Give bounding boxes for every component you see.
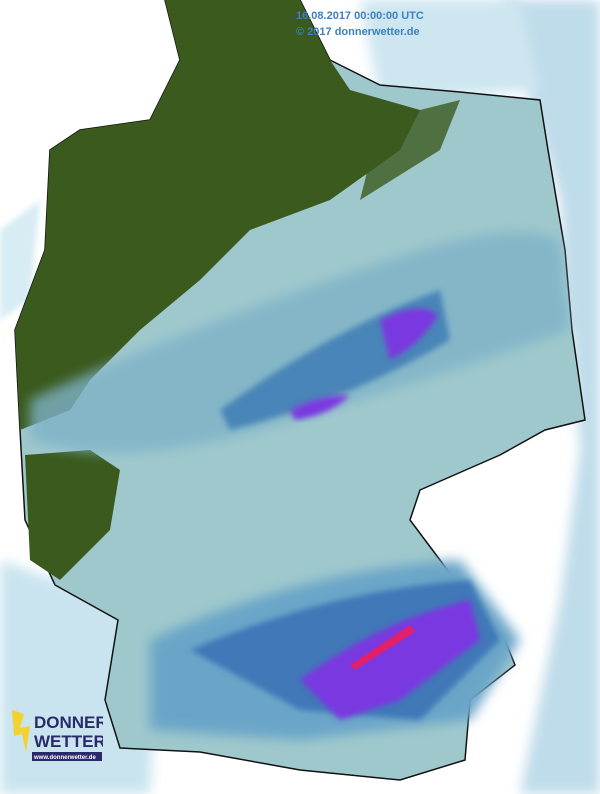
logo-line1: DONNER bbox=[34, 713, 103, 732]
logo-url: www.donnerwetter.de bbox=[33, 755, 96, 761]
precipitation-bands bbox=[30, 232, 570, 740]
timestamp-label: 16.08.2017 00:00:00 UTC bbox=[296, 10, 424, 22]
no-data-region bbox=[15, 0, 460, 580]
lightning-icon bbox=[12, 710, 30, 752]
logo-line2: WETTER bbox=[34, 732, 103, 751]
donnerwetter-logo: DONNER WETTER www.donnerwetter.de bbox=[12, 710, 103, 761]
copyright-label: © 2017 donnerwetter.de bbox=[296, 26, 420, 38]
